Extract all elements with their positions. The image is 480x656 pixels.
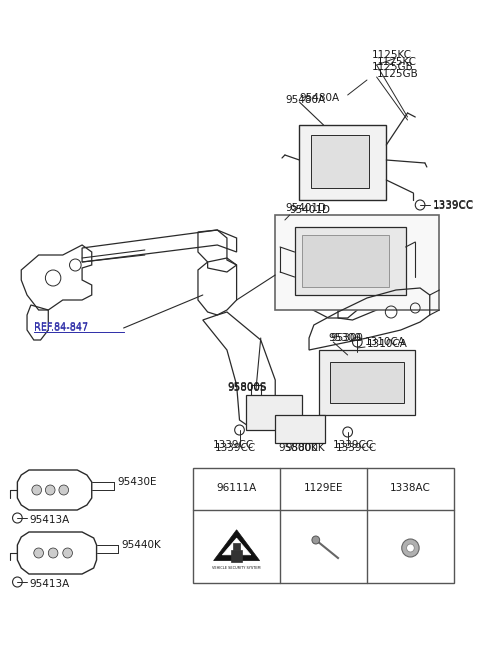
Text: 1310CA: 1310CA xyxy=(367,339,408,349)
Text: 95800K: 95800K xyxy=(278,443,318,453)
Bar xyxy=(193,468,454,583)
Text: 1129EE: 1129EE xyxy=(304,483,343,493)
Bar xyxy=(330,362,404,403)
Polygon shape xyxy=(214,530,260,561)
Circle shape xyxy=(402,539,419,557)
Circle shape xyxy=(46,485,55,495)
Bar xyxy=(275,215,439,310)
Bar xyxy=(246,395,302,430)
Circle shape xyxy=(48,548,58,558)
Text: 1125GB: 1125GB xyxy=(377,69,419,79)
Text: 1339CC: 1339CC xyxy=(432,200,474,210)
Circle shape xyxy=(312,536,320,544)
Text: 1125KC: 1125KC xyxy=(372,50,412,60)
Bar xyxy=(300,125,386,200)
Text: 1125GB: 1125GB xyxy=(372,62,414,72)
Text: 95413A: 95413A xyxy=(29,515,69,525)
Text: 95440K: 95440K xyxy=(122,540,161,550)
Bar xyxy=(302,235,389,287)
Text: REF.84-847: REF.84-847 xyxy=(34,322,88,332)
Text: 95430E: 95430E xyxy=(118,477,157,487)
Text: 95480A: 95480A xyxy=(285,95,325,105)
Text: 1339CC: 1339CC xyxy=(215,443,256,453)
Text: 95800S: 95800S xyxy=(227,382,266,392)
Text: 95480A: 95480A xyxy=(300,93,339,103)
Polygon shape xyxy=(231,550,242,562)
Circle shape xyxy=(63,548,72,558)
Text: 95413A: 95413A xyxy=(29,579,69,589)
Bar xyxy=(275,415,325,443)
Bar xyxy=(295,227,406,295)
Text: 1338AC: 1338AC xyxy=(390,483,431,493)
Polygon shape xyxy=(233,543,240,550)
Text: 95401D: 95401D xyxy=(290,205,331,215)
Circle shape xyxy=(34,548,44,558)
Text: 95300: 95300 xyxy=(328,333,361,343)
Text: VEHICLE SECURITY SYSTEM: VEHICLE SECURITY SYSTEM xyxy=(212,566,261,570)
Text: 96111A: 96111A xyxy=(216,483,257,493)
Circle shape xyxy=(32,485,42,495)
Circle shape xyxy=(59,485,69,495)
Text: 1339CC: 1339CC xyxy=(213,440,254,450)
Text: 95800S: 95800S xyxy=(227,383,266,393)
Text: 1125KC: 1125KC xyxy=(377,57,417,67)
Text: 1339CC: 1339CC xyxy=(333,440,374,450)
Polygon shape xyxy=(222,538,251,555)
Bar xyxy=(311,135,369,188)
Bar xyxy=(319,350,415,415)
Text: 95300: 95300 xyxy=(330,333,363,343)
Text: 1310CA: 1310CA xyxy=(365,337,406,347)
Text: 95401D: 95401D xyxy=(285,203,326,213)
Circle shape xyxy=(407,544,414,552)
Text: 95800K: 95800K xyxy=(285,443,324,453)
Text: 1339CC: 1339CC xyxy=(336,443,377,453)
Text: REF.84-847: REF.84-847 xyxy=(34,323,88,333)
Text: 1339CC: 1339CC xyxy=(432,201,474,211)
